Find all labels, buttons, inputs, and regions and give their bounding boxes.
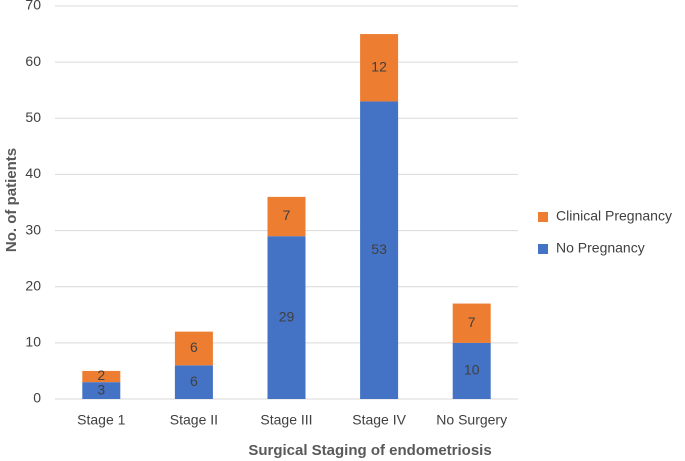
bar-segment [267, 196, 306, 237]
data-label: 10 [464, 362, 480, 378]
data-label: 7 [468, 314, 476, 330]
x-tick-label: No Surgery [436, 412, 507, 428]
legend-swatch [538, 212, 548, 222]
y-tick-label: 40 [25, 165, 41, 181]
bar-segment [360, 101, 399, 399]
y-axis-title: No. of patients [3, 148, 20, 252]
bar-segment [452, 342, 491, 399]
x-tick-label: Stage III [260, 412, 312, 428]
x-axis-title: Surgical Staging of endometriosis [248, 442, 491, 459]
x-tick-label: Stage IV [352, 412, 406, 428]
legend-swatch [538, 244, 548, 254]
data-label: 12 [371, 58, 387, 74]
y-tick-label: 60 [25, 53, 41, 69]
bar-segment [82, 382, 121, 399]
data-label: 7 [283, 207, 291, 223]
data-label: 2 [97, 367, 105, 383]
bar-segment [174, 331, 213, 366]
data-label: 6 [190, 373, 198, 389]
legend-label: Clinical Pregnancy [556, 208, 672, 224]
data-label: 53 [371, 241, 387, 257]
bar-segment [174, 365, 213, 399]
y-tick-label: 10 [25, 334, 41, 350]
bar-segment [360, 34, 399, 102]
x-tick-label: Stage 1 [77, 412, 125, 428]
y-tick-label: 50 [25, 109, 41, 125]
y-tick-label: 20 [25, 277, 41, 293]
data-label: 6 [190, 339, 198, 355]
legend-label: No Pregnancy [556, 240, 645, 256]
y-tick-label: 30 [25, 221, 41, 237]
x-tick-label: Stage II [170, 412, 218, 428]
bar-segment [452, 303, 491, 343]
bar-segment [267, 236, 306, 399]
data-label: 3 [97, 381, 105, 397]
bar-segment [82, 370, 121, 383]
y-tick-label: 0 [33, 390, 41, 406]
y-tick-label: 70 [25, 0, 41, 13]
data-label: 29 [279, 308, 295, 324]
